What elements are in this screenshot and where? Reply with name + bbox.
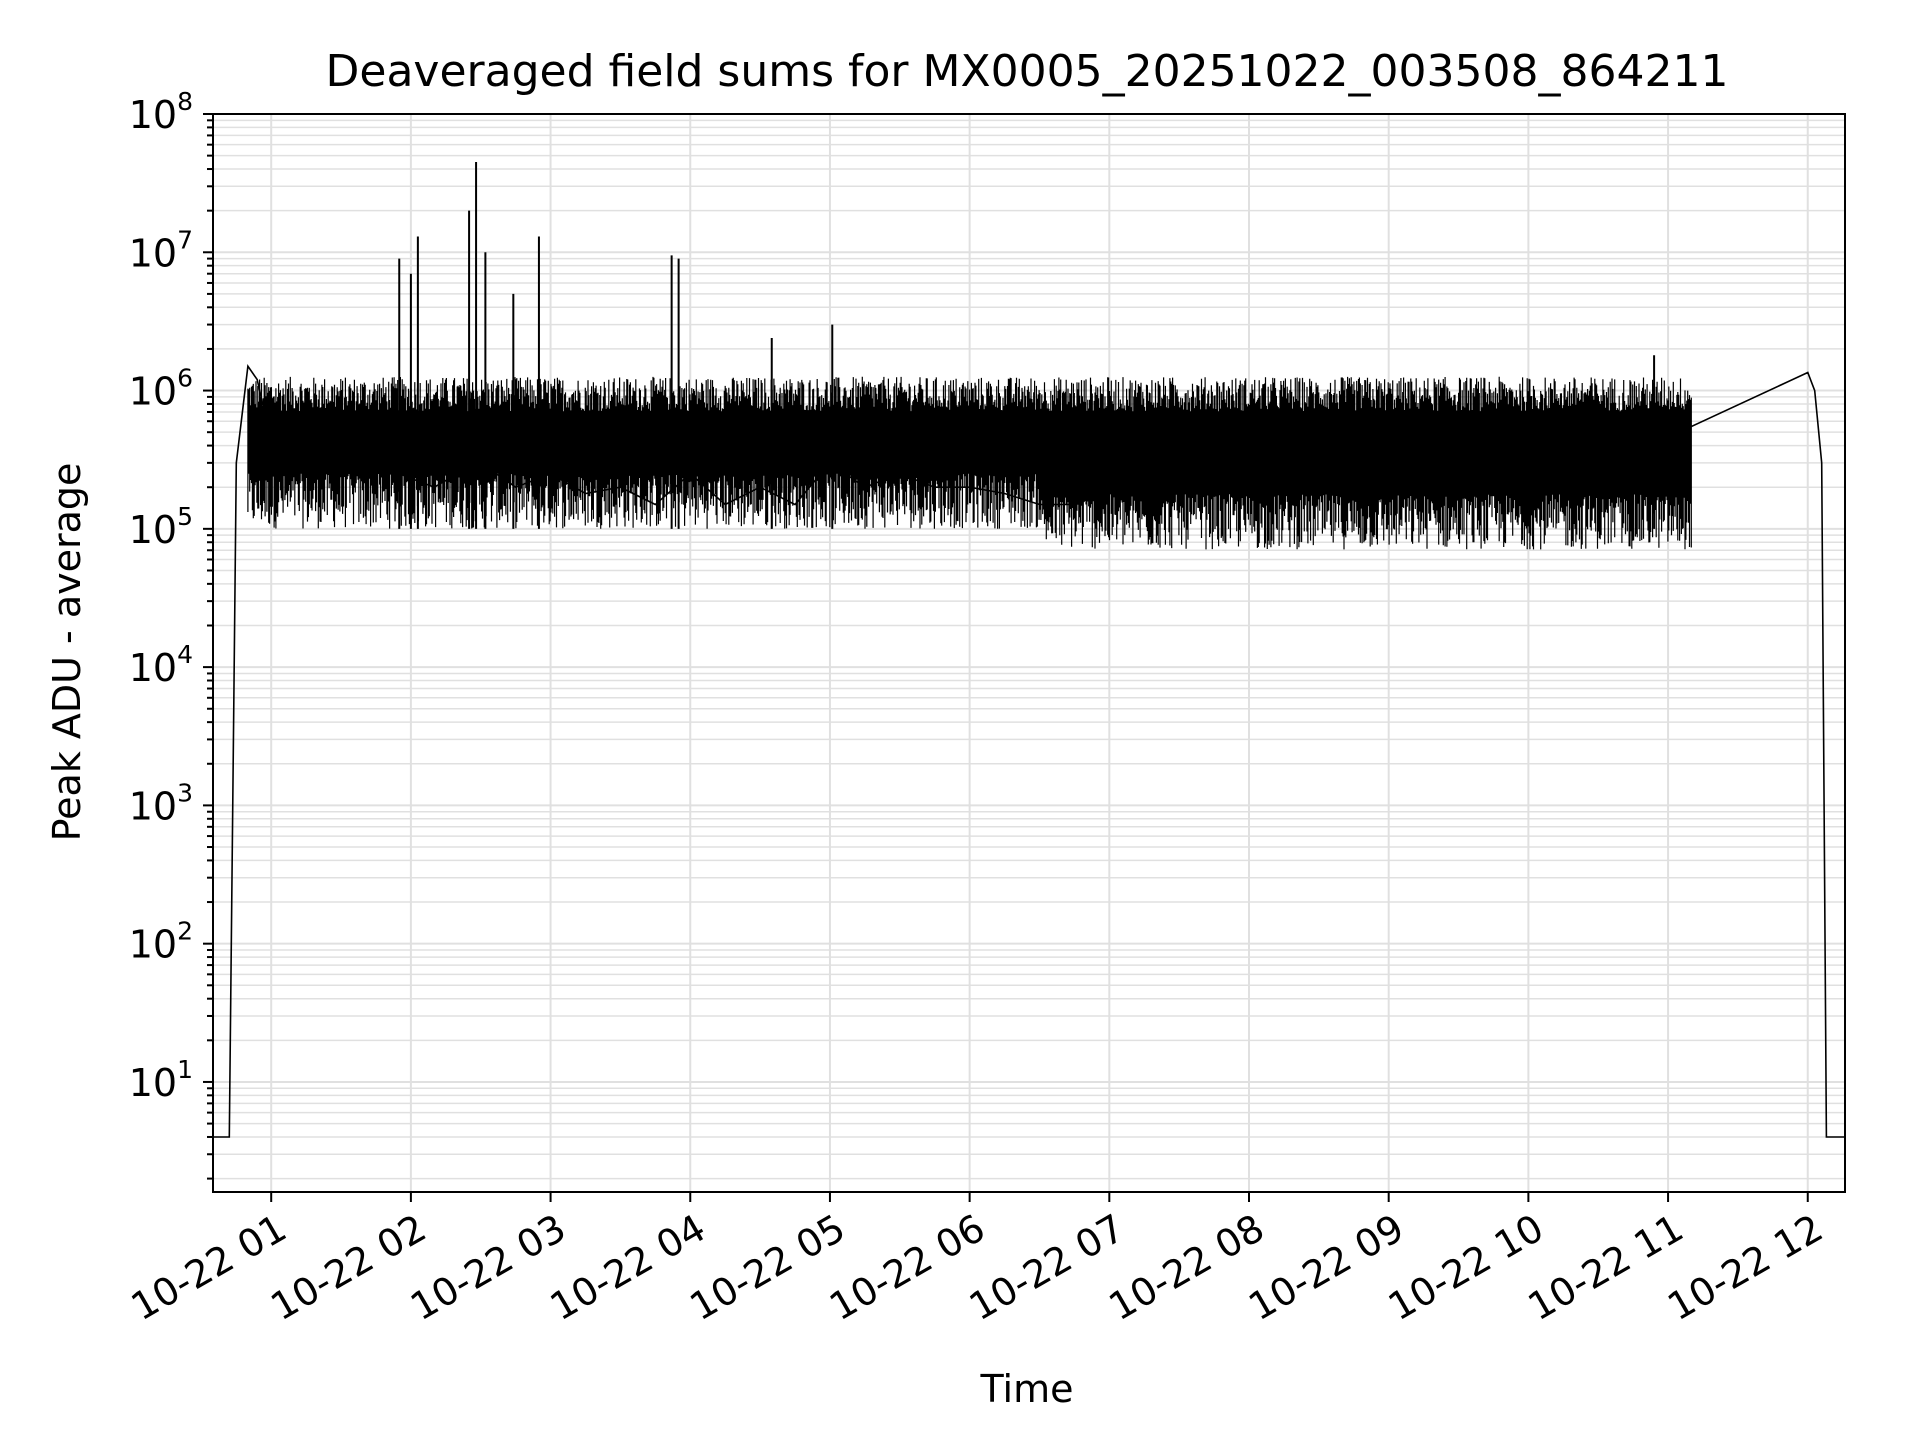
plot-area <box>213 161 1845 1138</box>
y-tick-exponent: 5 <box>177 502 193 531</box>
y-tick-exponent: 2 <box>177 917 193 946</box>
y-tick-exponent: 8 <box>177 87 193 116</box>
y-tick-label: 107 <box>129 225 193 275</box>
y-tick-label: 101 <box>129 1055 193 1105</box>
y-tick-exponent: 3 <box>177 778 193 807</box>
y-tick-base: 10 <box>129 370 177 414</box>
y-tick-base: 10 <box>129 231 177 275</box>
x-axis-label: Time <box>980 1367 1074 1411</box>
y-tick-exponent: 4 <box>177 640 193 669</box>
y-tick-label: 108 <box>129 87 193 137</box>
y-tick-label: 104 <box>129 640 193 690</box>
y-axis-label: Peak ADU - average <box>45 463 89 842</box>
y-tick-label: 106 <box>129 364 193 414</box>
y-tick-base: 10 <box>129 93 177 137</box>
y-tick-exponent: 7 <box>177 225 193 254</box>
y-tick-label: 102 <box>129 917 193 967</box>
y-tick-base: 10 <box>129 923 177 967</box>
chart-title: Deaveraged field sums for MX0005_2025102… <box>326 46 1729 97</box>
y-tick-base: 10 <box>129 784 177 828</box>
y-tick-exponent: 6 <box>177 364 193 393</box>
noise-band <box>247 161 1692 550</box>
y-tick-label: 105 <box>129 502 193 552</box>
y-tick-label: 103 <box>129 778 193 828</box>
y-tick-base: 10 <box>129 646 177 690</box>
noise-strokes <box>247 376 1692 550</box>
axes-frame <box>212 113 1846 1193</box>
y-tick-base: 10 <box>129 1061 177 1105</box>
y-tick-exponent: 1 <box>177 1055 193 1084</box>
y-tick-base: 10 <box>129 508 177 552</box>
